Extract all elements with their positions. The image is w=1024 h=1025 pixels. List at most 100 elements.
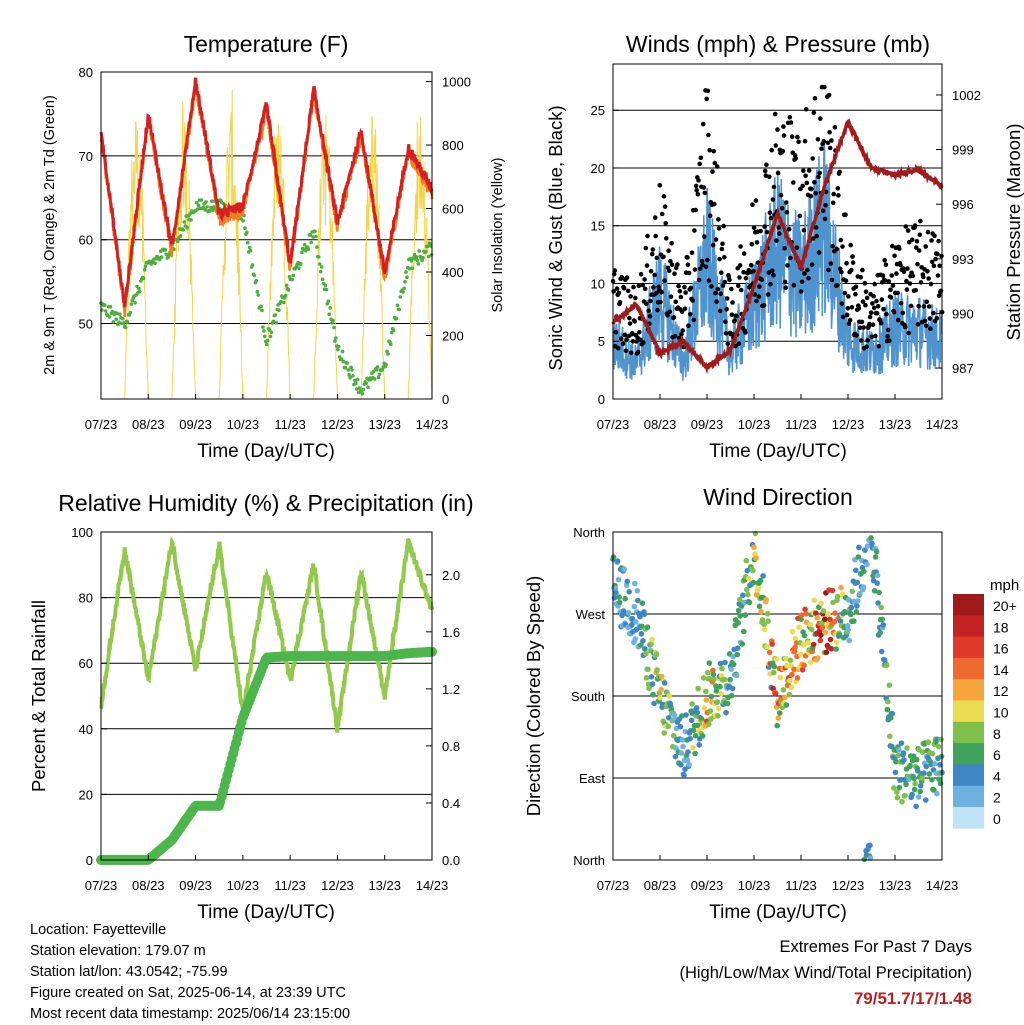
temperature-ylabel-left: 2m & 9m T (Red, Orange) & 2m Td (Green)	[42, 95, 58, 375]
direction-point	[661, 680, 668, 686]
wind-direction-panel: Wind Direction North West South East North 07…	[523, 484, 1019, 923]
gust-point	[924, 323, 929, 329]
gust-point	[867, 314, 873, 320]
gust-point	[628, 350, 634, 356]
gust-point	[715, 286, 721, 292]
dewpoint-point	[410, 266, 415, 271]
gust-point	[905, 266, 910, 271]
direction-point	[896, 784, 903, 791]
gust-point	[882, 257, 887, 263]
dewpoint-point	[263, 334, 267, 339]
y-tick-label: West	[576, 607, 606, 622]
direction-point	[751, 544, 757, 550]
dewpoint-point	[269, 330, 274, 335]
gust-point	[690, 298, 695, 303]
direction-point	[692, 750, 698, 757]
gust-point	[840, 314, 846, 320]
gust-point	[768, 281, 773, 287]
dewpoint-point	[323, 283, 328, 288]
gust-point	[622, 332, 627, 338]
gust-point	[815, 137, 821, 142]
gust-point	[719, 246, 725, 252]
legend-swatch	[953, 679, 984, 701]
dewpoint-point	[271, 319, 276, 324]
gust-point	[761, 303, 767, 308]
dewpoint-point	[409, 259, 414, 263]
gust-point	[900, 310, 906, 316]
direction-point	[681, 772, 687, 779]
direction-point	[862, 547, 868, 553]
direction-point	[769, 641, 775, 647]
direction-point	[736, 596, 743, 603]
direction-point	[658, 673, 665, 680]
dewpoint-point	[182, 220, 187, 224]
gust-point	[716, 217, 721, 222]
direction-point	[761, 626, 768, 633]
gust-point	[628, 294, 633, 299]
gust-point	[657, 183, 663, 188]
gust-point	[737, 275, 742, 280]
gust-point	[845, 306, 851, 311]
gust-point	[641, 340, 646, 345]
gust-point	[838, 237, 844, 243]
gust-point	[721, 223, 726, 229]
dewpoint-point	[377, 372, 382, 377]
gust-point	[916, 303, 921, 309]
gust-point	[871, 305, 877, 311]
direction-point	[841, 608, 848, 615]
gust-point	[806, 168, 812, 173]
dewpoint-point	[277, 308, 281, 313]
direction-point	[727, 676, 733, 683]
y-tick-label: 0	[86, 853, 93, 868]
gust-point	[890, 283, 896, 288]
gust-point	[798, 289, 804, 294]
direction-point	[873, 548, 880, 555]
direction-point	[719, 665, 725, 672]
direction-point	[921, 770, 927, 776]
gust-point	[700, 121, 706, 127]
gust-point	[720, 283, 726, 288]
gust-point	[929, 238, 934, 243]
gust-point	[762, 224, 767, 229]
direction-point	[722, 659, 728, 666]
direction-point	[694, 709, 700, 716]
direction-point	[692, 732, 699, 739]
direction-point	[917, 782, 924, 789]
gust-point	[762, 168, 768, 174]
gust-point	[925, 229, 931, 235]
gust-point	[813, 225, 819, 230]
gust-point	[914, 239, 920, 244]
gust-point	[829, 277, 835, 283]
direction-point	[770, 669, 777, 676]
gust-point	[642, 277, 647, 282]
direction-point	[900, 750, 907, 756]
direction-point	[755, 585, 762, 591]
direction-point	[641, 611, 648, 618]
gust-point	[666, 248, 671, 253]
gust-point	[685, 262, 691, 268]
gust-point	[886, 279, 892, 284]
x-tick-label: 09/23	[179, 878, 212, 893]
direction-point	[829, 587, 836, 594]
legend-swatch	[953, 743, 984, 765]
direction-point	[754, 591, 760, 598]
direction-point	[728, 692, 735, 699]
gust-point	[876, 344, 882, 349]
direction-point	[750, 579, 757, 586]
direction-point	[685, 749, 691, 755]
direction-point	[643, 650, 649, 657]
gust-point	[814, 233, 820, 239]
y-tick-label: 20	[591, 161, 605, 176]
gust-point	[645, 233, 650, 239]
dewpoint-point	[397, 307, 402, 312]
gust-point	[825, 140, 831, 146]
direction-point	[625, 609, 632, 616]
gust-point	[623, 348, 629, 354]
legend-label: 0	[993, 811, 1001, 827]
dewpoint-point	[118, 312, 122, 317]
winds-ylabel-right: Station Pressure (Maroon)	[1003, 124, 1024, 341]
gust-point	[773, 143, 779, 148]
y-tick-label: 60	[79, 656, 93, 671]
gust-point	[864, 295, 870, 301]
gust-point	[810, 156, 815, 161]
